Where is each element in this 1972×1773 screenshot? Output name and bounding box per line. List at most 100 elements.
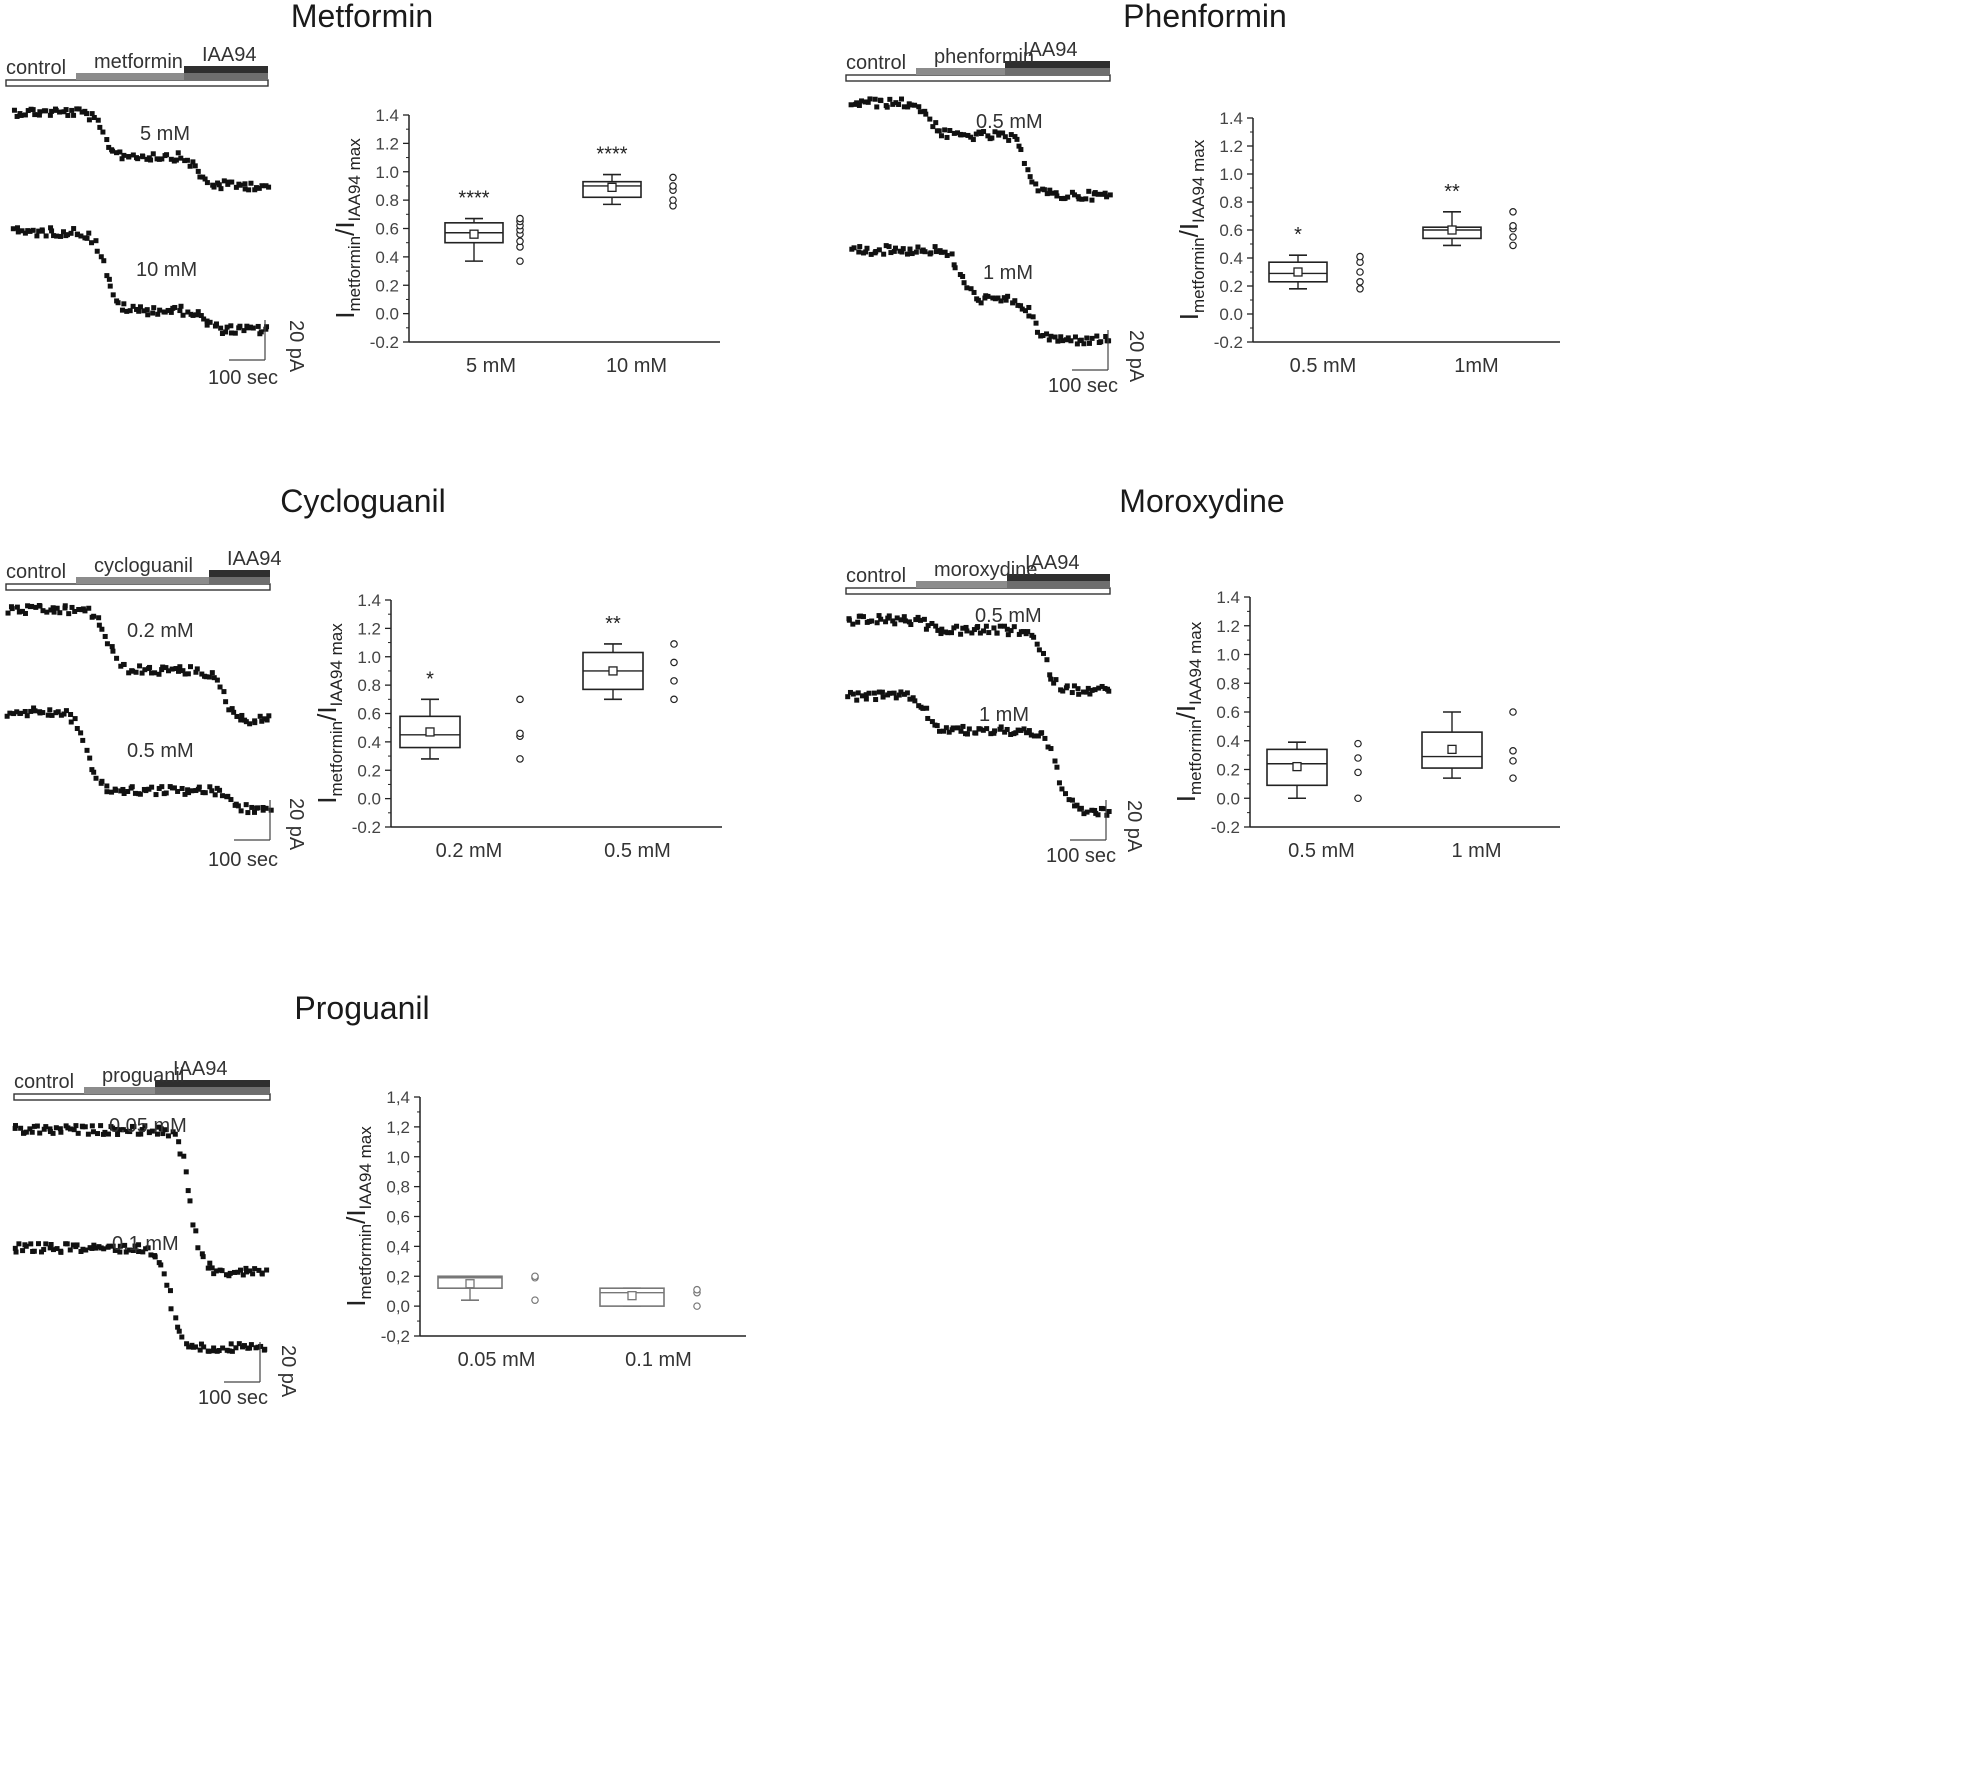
trace-point xyxy=(98,254,104,260)
trace-point xyxy=(941,728,947,734)
trace-point xyxy=(896,101,902,107)
trace-point xyxy=(954,130,960,136)
box-mean-marker xyxy=(607,182,617,193)
trace-point xyxy=(5,610,11,616)
trace-point xyxy=(915,614,921,620)
box-plot: * xyxy=(399,668,524,763)
trace-point xyxy=(233,1345,239,1351)
trace-point xyxy=(106,276,112,282)
current-trace xyxy=(11,106,272,193)
trace-point xyxy=(104,789,110,795)
trace-point xyxy=(114,150,120,156)
trace-point xyxy=(163,665,169,671)
iaa94-drug-overlap-bar xyxy=(1005,68,1110,75)
trace-point xyxy=(1085,685,1091,691)
trace-point xyxy=(850,621,856,627)
trace-point xyxy=(152,670,158,676)
trace-point xyxy=(37,1130,43,1136)
trace-point xyxy=(139,1127,145,1133)
trace-point xyxy=(33,604,39,610)
trace-point xyxy=(927,116,933,122)
trace-point xyxy=(958,728,964,734)
trace-point xyxy=(119,156,125,162)
trace-point xyxy=(995,295,1001,301)
trace-point xyxy=(1069,690,1075,696)
y-axis-label: Imetformin/IIAA94 max xyxy=(312,623,346,804)
data-point xyxy=(670,695,678,704)
trace-point xyxy=(11,711,17,717)
trace-point xyxy=(1046,337,1052,343)
trace-point xyxy=(132,790,138,796)
trace-point xyxy=(876,247,882,253)
trace-point xyxy=(74,231,80,237)
trace-point xyxy=(152,1254,158,1260)
trace-point xyxy=(250,1271,256,1277)
trace-point xyxy=(13,1249,19,1255)
trace-point xyxy=(67,1126,73,1132)
trace-point xyxy=(37,710,43,716)
y-tick-label: 1.2 xyxy=(375,134,399,153)
trace-point xyxy=(1004,626,1010,632)
trace-point xyxy=(1029,179,1035,185)
trace-point xyxy=(1052,758,1058,764)
trace-point xyxy=(1069,797,1075,803)
trace-point xyxy=(871,690,877,696)
trace-point xyxy=(32,112,38,118)
data-point xyxy=(693,1302,701,1310)
data-point xyxy=(1509,774,1517,782)
trace-point xyxy=(966,726,972,732)
trace-point xyxy=(84,111,90,117)
trace-point xyxy=(176,1328,182,1334)
trace-point xyxy=(891,248,897,254)
trace-point xyxy=(1081,811,1087,817)
trace-point xyxy=(198,313,204,319)
trace-point xyxy=(109,644,115,650)
iaa94-drug-overlap-bar xyxy=(1007,581,1110,588)
trace-point xyxy=(79,109,85,115)
trace-point xyxy=(71,1127,77,1133)
data-point xyxy=(669,173,677,182)
trace-point xyxy=(182,158,188,164)
trace-point xyxy=(64,1241,70,1247)
trace-point xyxy=(141,308,147,314)
trace-point xyxy=(78,233,84,239)
trace-point xyxy=(224,324,230,330)
trace-point xyxy=(54,605,60,611)
trace-point xyxy=(149,670,155,676)
trace-point xyxy=(923,111,929,117)
trace-point xyxy=(160,1131,166,1137)
trace-point xyxy=(262,1346,268,1352)
trace-point xyxy=(229,706,235,712)
trace-point xyxy=(211,184,217,190)
trace-point xyxy=(1076,691,1082,697)
protocol-label-control: control xyxy=(6,561,66,583)
trace-point xyxy=(14,113,20,119)
trace-point xyxy=(71,112,77,118)
trace-point xyxy=(899,249,905,255)
trace-point xyxy=(102,633,108,639)
trace-point xyxy=(909,251,915,257)
y-axis-label-sub: metformin xyxy=(345,236,364,312)
trace-concentration-label: 0.1 mM xyxy=(112,1233,179,1255)
y-axis-label-sub: IAA94 max xyxy=(345,138,364,222)
trace-point xyxy=(1040,333,1046,339)
trace-point xyxy=(233,184,239,190)
trace-point xyxy=(85,1131,91,1137)
box-mean-marker xyxy=(627,1291,637,1301)
trace-point xyxy=(142,1123,148,1129)
trace-point xyxy=(975,297,981,303)
y-tick-label: 0,4 xyxy=(386,1237,410,1256)
trace-point xyxy=(863,696,869,702)
trace-point xyxy=(996,132,1002,138)
trace-concentration-label: 1 mM xyxy=(983,262,1033,284)
trace-point xyxy=(181,1153,187,1159)
trace-point xyxy=(89,767,95,773)
y-tick-label: 0.4 xyxy=(1216,732,1240,751)
trace-point xyxy=(211,675,217,681)
trace-point xyxy=(96,622,102,628)
box-plot: **** xyxy=(444,188,524,265)
trace-point xyxy=(1084,335,1090,341)
trace-point xyxy=(167,1288,173,1294)
trace-point xyxy=(980,727,986,733)
